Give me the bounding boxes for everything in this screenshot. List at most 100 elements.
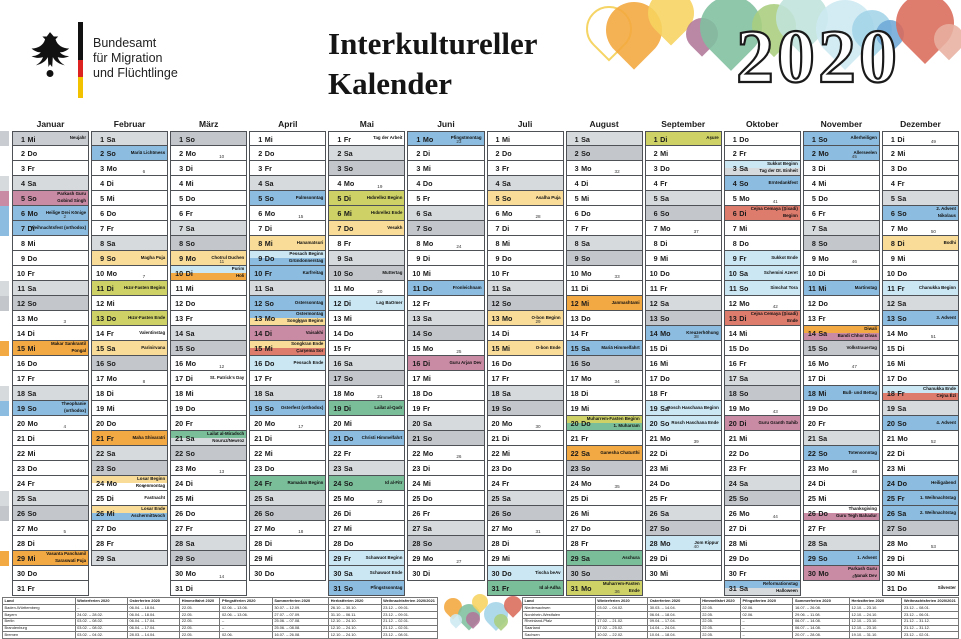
event-band: Schemini Azeret — [724, 266, 800, 280]
day-cell: 4 Mi — [170, 176, 248, 191]
day-label: 28 Do — [331, 536, 353, 550]
weekday-label: Fr — [106, 223, 114, 233]
day-cell: 14 Di — [12, 326, 90, 341]
day-cell: 2 Mo 10 — [170, 146, 248, 161]
day-number: 4 — [258, 178, 263, 188]
day-label: 28 Sa — [173, 536, 194, 550]
day-cell: 10 Fr — [486, 266, 564, 281]
day-number: 22 — [649, 448, 658, 458]
day-number: 3 — [890, 163, 895, 173]
weekday-label: Mo — [264, 418, 276, 428]
table-row: Bremen 03.02. – 04.02. 28.03. – 14.04. 22.0… — [2, 631, 439, 639]
week-number: 38 — [693, 334, 699, 340]
day-number: 2 — [495, 148, 500, 158]
day-cell: 9 Do — [12, 251, 90, 266]
weekday-label: Do — [818, 508, 828, 518]
day-label: 26 Mi — [569, 506, 589, 520]
day-label: 8 So — [173, 236, 195, 250]
day-number: 9 — [495, 253, 500, 263]
day-cell: 29 Mo 27 — [407, 551, 485, 566]
day-number: 16 — [570, 358, 579, 368]
day-cell: 3 Mi — [407, 161, 485, 176]
day-cell: 1 So — [170, 131, 248, 146]
day-cell: 19 So — [486, 401, 564, 416]
day-label: 15 Di — [648, 341, 668, 355]
weekday-label: Di — [660, 134, 668, 144]
weekday-label: Mo — [897, 433, 908, 443]
column-header: Weihnachtsferien 2020/2021 — [901, 597, 959, 605]
weekday-label: Do — [264, 148, 275, 158]
weekday-label: So — [106, 148, 116, 158]
day-number: 14 — [17, 328, 25, 338]
day-number: 17 — [333, 373, 342, 383]
day-number: 13 — [570, 313, 579, 323]
day-label: 16 Do — [15, 356, 37, 370]
table-cell: 12.10. – 23.10. — [848, 624, 903, 633]
day-label: 28 Mi — [727, 536, 747, 550]
weekday-label: Sa — [106, 134, 116, 144]
day-cell: 21 Mi — [723, 431, 801, 446]
day-number: 6 — [574, 208, 579, 218]
column-header: Himmelfahrt 2020 — [699, 597, 741, 605]
day-label: 21 Mo — [885, 431, 908, 445]
event-band: Rosch Haschana Beginn — [645, 401, 721, 415]
day-cell: 22 Do — [723, 446, 801, 461]
day-label: 19 So — [490, 401, 512, 415]
day-cell: 30 Mi — [881, 566, 959, 581]
day-number: 11 — [96, 283, 105, 293]
event-band: Fronleichnam — [408, 281, 484, 295]
event-label: Totensonntag — [848, 449, 877, 455]
event-band: 3. Advent — [882, 311, 958, 325]
day-cell: 7 Mi — [723, 221, 801, 236]
day-number: 16 — [175, 358, 184, 368]
day-cell: 2 Sa — [328, 146, 406, 161]
weekday-label: Sa — [660, 193, 669, 203]
day-number: 28 — [333, 538, 342, 548]
day-cell: Simchat Tora 11 So — [723, 281, 801, 296]
day-label: 21 Di — [15, 431, 35, 445]
day-label: 29 Mi — [15, 551, 35, 565]
day-cell: 3. Advent 13 So — [881, 311, 959, 326]
day-label: 7 So — [410, 221, 432, 235]
event-label: Guru Granth Sahib — [758, 419, 798, 425]
day-number: 18 — [96, 388, 105, 398]
day-cell: Pfingstsonntag 31 So — [328, 581, 406, 596]
day-number: 13 — [254, 313, 263, 323]
day-cell: 11 Sa — [486, 281, 564, 296]
day-cell: Guru Arjan Dev 16 Di — [407, 356, 485, 371]
weekday-label: So — [897, 208, 907, 218]
event-label: Pessach Beginn — [289, 251, 324, 257]
day-number: 8 — [732, 238, 737, 248]
day-cell: 22 Mi — [12, 446, 90, 461]
event-label: Chotrul Duchen — [211, 254, 245, 260]
day-number: 23 — [254, 463, 263, 473]
day-number: 25 — [17, 493, 25, 503]
weekday-label: Do — [502, 358, 512, 368]
event-band: Christi Himmelfahrt — [329, 431, 405, 445]
day-label: 26 Sa — [885, 506, 906, 520]
day-number: 20 — [886, 418, 895, 428]
weekday-label: Mi — [422, 163, 431, 173]
weekday-label: Mo — [264, 313, 276, 323]
day-cell: Chanukka Ende Cejna Êzî 18 Fr — [881, 386, 959, 401]
weekday-label: Di — [106, 283, 114, 293]
bleed-row — [0, 431, 9, 446]
day-label: 28 Fr — [569, 536, 589, 550]
day-label: 20 Fr — [806, 416, 826, 430]
weekday-label: So — [897, 523, 907, 533]
table-cell: 22.05. — [699, 631, 741, 639]
weekday-label: Di — [422, 568, 431, 578]
bleed-row — [0, 536, 9, 551]
day-cell: 30 Di — [407, 566, 485, 581]
day-label: 9 So — [569, 251, 591, 265]
day-label: 18 Sa — [15, 386, 36, 400]
day-label: 11 Sa — [490, 281, 511, 295]
table-cell: 17.02. – 25.02. — [594, 624, 649, 633]
day-number: 6 — [732, 208, 737, 218]
event-label: Simchat Tora — [770, 284, 798, 290]
weekday-label: So — [185, 343, 195, 353]
day-number: 25 — [649, 493, 658, 503]
weekday-label: Fr — [27, 163, 35, 173]
day-label: 24 Mi — [410, 476, 430, 490]
day-number: 30 — [17, 568, 25, 578]
